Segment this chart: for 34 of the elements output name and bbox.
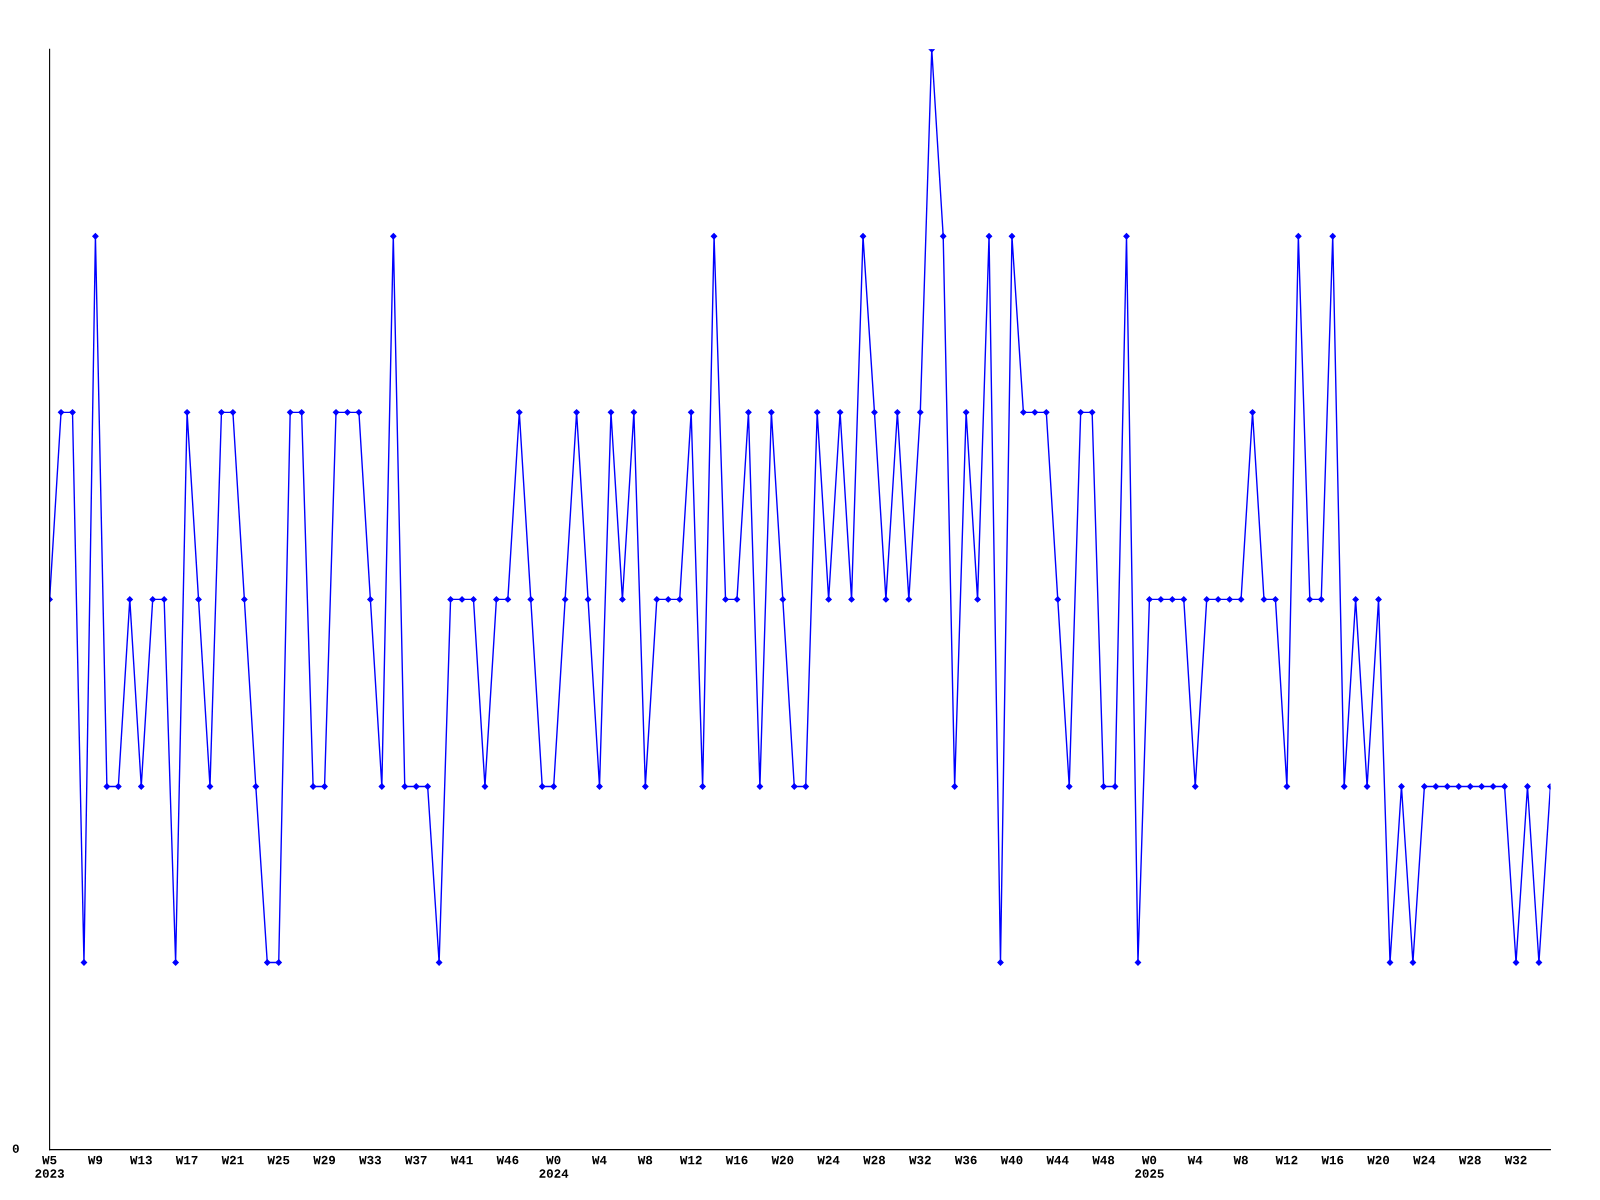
x-tick-label: W28	[863, 1155, 886, 1165]
x-tick-label: W36	[954, 1155, 977, 1165]
x-tick-label: W20	[771, 1155, 794, 1165]
x-tick-label: W16	[1321, 1155, 1344, 1165]
x-tick-label: W9	[87, 1155, 103, 1165]
x-tick-label: W0 2025	[1135, 1155, 1164, 1178]
x-tick-label: W21	[221, 1155, 244, 1165]
x-tick-label: W32	[1504, 1155, 1527, 1165]
x-tick-label: W4	[592, 1155, 607, 1165]
x-tick-label: W16	[725, 1155, 748, 1165]
x-tick-label: W8	[637, 1155, 653, 1165]
x-tick-label: W32	[909, 1155, 931, 1165]
x-tick-label: W5 2023	[35, 1155, 64, 1178]
x-tick-label: W46	[496, 1155, 519, 1165]
x-tick-label: W37	[404, 1155, 427, 1165]
x-tick-label: W0 2024	[539, 1155, 569, 1178]
x-tick-label: W33	[359, 1155, 381, 1165]
x-tick-label: W25	[267, 1155, 290, 1165]
x-tick-label: W17	[175, 1155, 198, 1165]
x-tick-label: W13	[130, 1155, 152, 1165]
x-tick-label: W29	[313, 1155, 336, 1165]
x-tick-label: W48	[1092, 1155, 1115, 1165]
x-tick-label: W8	[1233, 1155, 1248, 1165]
x-tick-label: W24	[1413, 1155, 1436, 1165]
x-tick-label: W12	[1275, 1155, 1298, 1165]
x-tick-label: W12	[679, 1155, 702, 1165]
x-tick-label: W44	[1046, 1155, 1069, 1165]
x-tick-label: W4	[1187, 1155, 1203, 1165]
x-tick-label: W40	[1000, 1155, 1023, 1165]
text: 0	[12, 1144, 19, 1153]
x-tick-label: W28	[1458, 1155, 1481, 1165]
x-tick-label: W20	[1367, 1155, 1390, 1165]
x-tick-label: W41	[450, 1155, 473, 1165]
x-tick-label: W24	[817, 1155, 840, 1165]
